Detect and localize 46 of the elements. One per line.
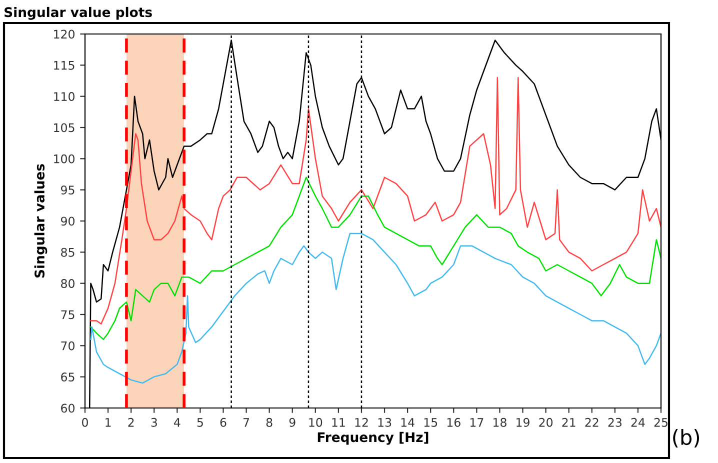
x-tick-label: 7 [243, 418, 250, 427]
x-tick-label: 2 [128, 418, 134, 427]
line-series [90, 232, 661, 384]
y-tick-label: 80 [61, 279, 74, 288]
y-tick-label: 105 [54, 123, 74, 132]
x-tick-label: 18 [494, 418, 506, 427]
y-axis-title: Singular values [34, 164, 48, 278]
x-tick-label: 3 [151, 418, 157, 427]
x-tick-label: 10 [309, 418, 322, 427]
x-tick-label: 0 [82, 418, 88, 427]
y-tick-label: 100 [54, 154, 74, 164]
x-tick-label: 9 [289, 418, 296, 427]
y-tick-label: 75 [61, 310, 74, 320]
x-tick-label: 1 [106, 418, 111, 427]
x-tick-label: 24 [631, 418, 645, 427]
x-tick-label: 8 [266, 418, 272, 427]
y-tick-label: 115 [54, 61, 74, 70]
y-tick-label: 65 [61, 372, 74, 382]
x-tick-label: 25 [654, 418, 668, 427]
x-tick-label: 17 [470, 418, 484, 427]
y-tick-label: 90 [61, 216, 74, 226]
line-series [90, 77, 661, 324]
x-tick-label: 21 [562, 418, 576, 427]
x-tick-label: 20 [539, 418, 553, 427]
y-tick-label: 95 [61, 186, 74, 194]
y-tick-label: 60 [61, 404, 74, 413]
y-tick-label: 85 [61, 248, 74, 257]
x-tick-label: 23 [608, 418, 622, 427]
x-tick-label: 6 [220, 418, 226, 427]
x-tick-label: 14 [401, 418, 414, 427]
x-tick-label: 19 [516, 418, 530, 427]
text: (b) [673, 428, 700, 448]
x-tick-label: 22 [585, 418, 598, 427]
x-tick-label: 13 [378, 418, 392, 427]
x-tick-label: 15 [424, 418, 438, 427]
line-series [90, 176, 661, 340]
x-tick-label: 4 [174, 418, 180, 427]
x-tick-label: 11 [332, 418, 345, 427]
y-tick-label: 110 [54, 92, 74, 101]
x-tick-label: 16 [447, 418, 460, 427]
y-tick-label: 120 [54, 30, 74, 39]
x-tick-label: 12 [355, 418, 368, 427]
y-tick-label: 70 [61, 341, 74, 350]
x-tick-label: 5 [197, 418, 203, 427]
chart-title: Singular value plots [4, 6, 152, 20]
x-axis-title: Frequency [Hz] [318, 432, 428, 445]
